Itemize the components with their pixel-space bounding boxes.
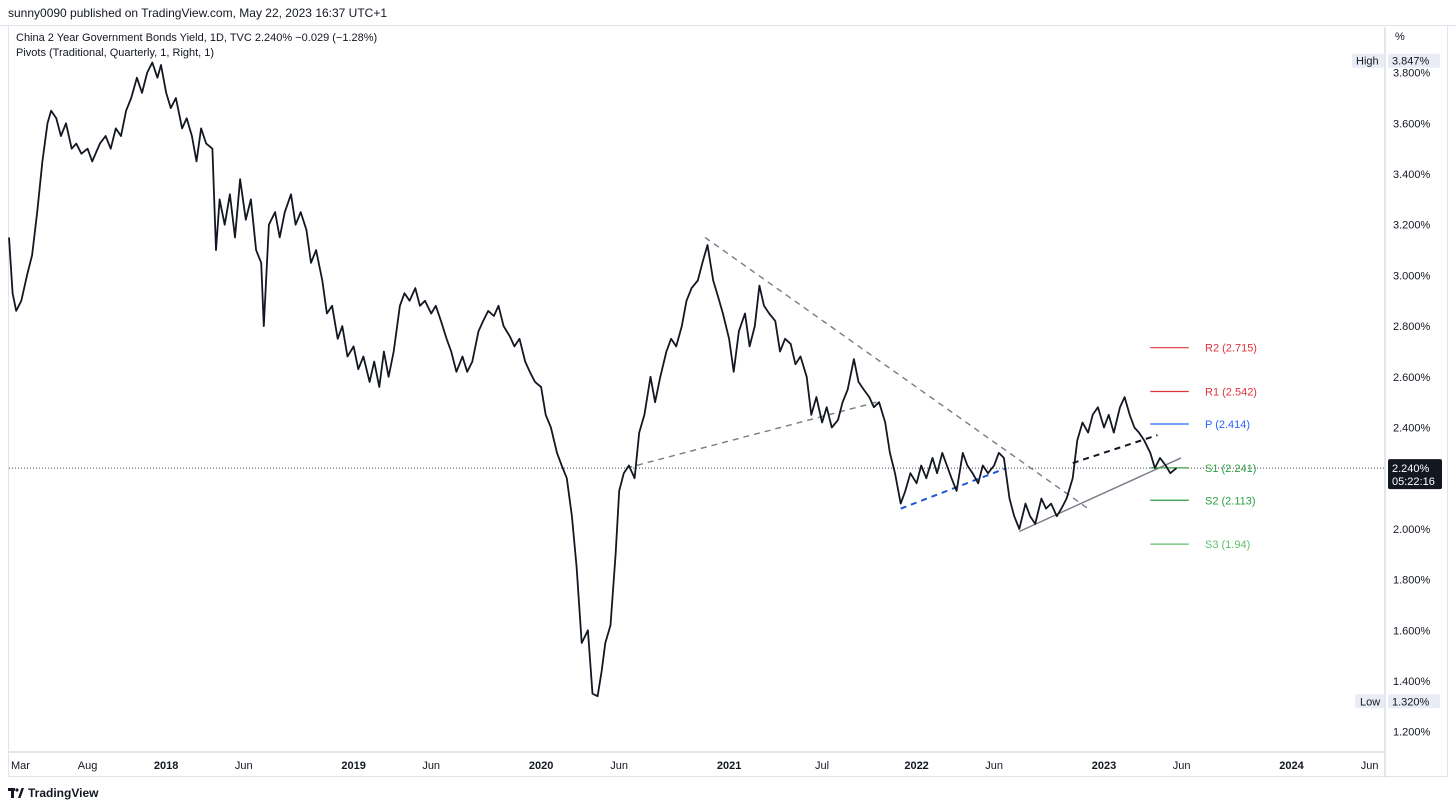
pivot-label: R1 (2.542) — [1205, 387, 1257, 399]
low-value-bg — [1388, 694, 1440, 709]
last-price-badge — [1388, 459, 1442, 490]
x-tick-label: 2023 — [1092, 760, 1116, 772]
x-tick-label: Jun — [1173, 760, 1191, 772]
pivot-label: P (2.414) — [1205, 419, 1250, 431]
low-value-label: 1.320% — [1392, 696, 1430, 708]
pivot-label: S3 (1.94) — [1205, 539, 1250, 551]
x-tick-label: Jul — [815, 760, 829, 772]
chart-legend: China 2 Year Government Bonds Yield, 1D,… — [16, 31, 377, 61]
y-tick-label: 2.400% — [1393, 423, 1431, 435]
publish-line: sunny0090 published on TradingView.com, … — [8, 6, 388, 20]
x-tick-label: 2024 — [1279, 760, 1304, 772]
x-tick-label: 2022 — [904, 760, 928, 772]
tradingview-footer[interactable]: TradingView — [8, 784, 98, 802]
y-tick-label: 3.600% — [1393, 118, 1431, 130]
pivot-label: S1 (2.241) — [1205, 463, 1256, 475]
x-tick-label: Aug — [78, 760, 98, 772]
y-tick-label: 3.000% — [1393, 270, 1431, 282]
x-tick-label: Jun — [235, 760, 253, 772]
y-tick-label: 2.000% — [1393, 524, 1431, 536]
y-axis-unit-label: % — [1395, 31, 1405, 43]
x-tick-label: 2018 — [154, 760, 178, 772]
pivot-label: R2 (2.715) — [1205, 343, 1257, 355]
y-tick-label: 3.800% — [1393, 68, 1431, 80]
high-tag-label: High — [1356, 56, 1379, 68]
indicator-legend[interactable]: Pivots (Traditional, Quarterly, 1, Right… — [16, 47, 215, 59]
x-tick-label: Mar — [11, 760, 30, 772]
y-tick-label: 2.600% — [1393, 372, 1431, 384]
y-tick-label: 3.400% — [1393, 169, 1431, 181]
yield-series-line — [8, 61, 1178, 698]
footer-brand: TradingView — [28, 786, 99, 800]
chart-frame — [8, 26, 1448, 777]
y-tick-label: 1.600% — [1393, 625, 1431, 637]
trendline-3 — [900, 467, 1007, 510]
trendline-4 — [1072, 434, 1158, 464]
trendline-2 — [626, 401, 877, 469]
y-tick-label: 1.200% — [1393, 727, 1431, 739]
y-tick-label: 3.200% — [1393, 220, 1431, 232]
last-price-value: 2.240% — [1392, 463, 1430, 475]
y-tick-label: 1.800% — [1393, 575, 1431, 587]
trendline-1 — [704, 236, 1089, 510]
y-tick-label: 2.800% — [1393, 321, 1431, 333]
pivot-label: S2 (2.113) — [1205, 495, 1256, 507]
countdown-timer: 05:22:16 — [1392, 476, 1435, 488]
high-value-label: 3.847% — [1392, 56, 1430, 68]
high-tag-bg — [1352, 53, 1384, 68]
x-tick-label: Jun — [610, 760, 628, 772]
trendline-5 — [1019, 457, 1182, 533]
y-tick-label: 1.400% — [1393, 676, 1431, 688]
x-tick-label: 2020 — [529, 760, 553, 772]
publish-header: sunny0090 published on TradingView.com, … — [0, 0, 1456, 26]
high-value-bg — [1388, 53, 1440, 68]
x-tick-label: Jun — [985, 760, 1003, 772]
tradingview-logo-icon — [8, 788, 24, 798]
x-tick-label: 2021 — [717, 760, 741, 772]
low-tag-bg — [1355, 694, 1384, 709]
low-tag-label: Low — [1360, 696, 1380, 708]
x-tick-label: Jun — [1361, 760, 1379, 772]
x-tick-label: Jun — [422, 760, 440, 772]
series-legend[interactable]: China 2 Year Government Bonds Yield, 1D,… — [16, 32, 378, 44]
x-tick-label: 2019 — [341, 760, 365, 772]
